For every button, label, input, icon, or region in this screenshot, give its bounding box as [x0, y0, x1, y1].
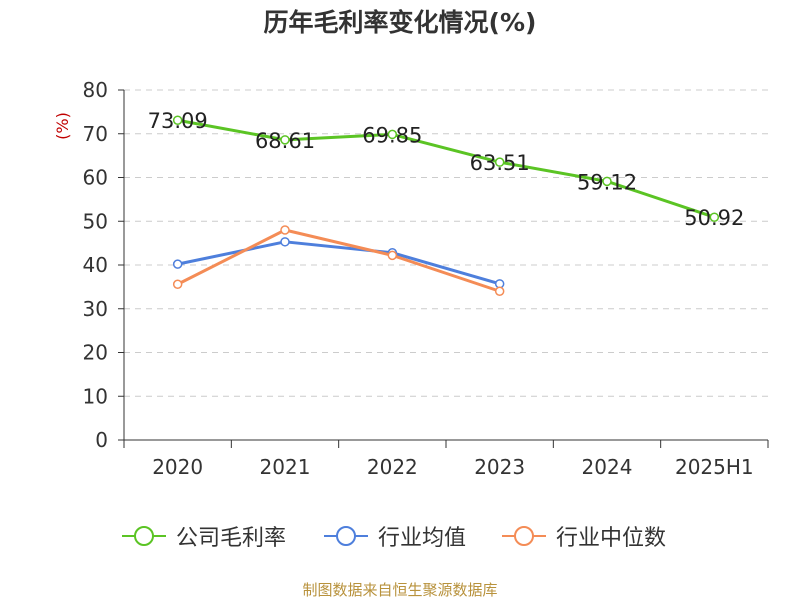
y-tick-label: 30 — [83, 297, 108, 321]
x-tick-label: 2022 — [367, 455, 418, 479]
series-line-1 — [177, 240, 501, 286]
data-point — [280, 225, 290, 235]
data-point — [602, 176, 612, 187]
data-point — [387, 129, 398, 140]
y-tick-label: 40 — [83, 253, 108, 277]
data-point — [280, 135, 290, 145]
x-tick-label: 2023 — [474, 455, 525, 479]
axes: 0 10 20 30 40 50 60 70 80 2020 2021 2022 2023 2024 202… — [83, 78, 769, 479]
data-labels: 73.09 68.61 69.85 63.51 59.12 50.92 — [148, 109, 745, 230]
data-point — [494, 157, 505, 167]
data-point — [172, 115, 183, 125]
legend-marker-company — [122, 526, 166, 546]
y-axis-label: (%) — [53, 112, 72, 140]
data-label: 59.12 — [577, 170, 637, 194]
data-label: 68.61 — [255, 129, 315, 153]
grid-lines — [124, 89, 768, 397]
x-tick-label: 2021 — [260, 455, 311, 479]
y-tick-label: 10 — [83, 384, 108, 408]
y-tick-label: 50 — [83, 209, 108, 233]
legend-item-company-margin[interactable]: 公司毛利率 — [120, 522, 287, 551]
data-label: 50.92 — [684, 206, 744, 230]
data-point — [387, 250, 398, 261]
chart-title: 历年毛利率变化情况(%) — [263, 8, 537, 37]
data-point — [280, 237, 290, 247]
x-tick-label: 2024 — [582, 455, 633, 479]
legend-label-industry-median: 行业中位数 — [556, 526, 667, 551]
y-tick-label: 0 — [95, 428, 108, 452]
data-label: 73.09 — [148, 109, 208, 133]
y-tick-label: 70 — [83, 122, 108, 146]
legend-label-company: 公司毛利率 — [176, 526, 287, 551]
legend-item-industry-median[interactable]: 行业中位数 — [500, 522, 667, 551]
data-label: 63.51 — [470, 151, 530, 175]
legend-marker-industry-median — [502, 526, 546, 546]
series-line-2 — [176, 228, 501, 293]
series-line-0 — [177, 118, 715, 219]
data-label: 69.85 — [362, 123, 422, 147]
x-tick-label: 2020 — [152, 455, 203, 479]
data-point — [494, 286, 505, 296]
data-source-note: 制图数据来自恒生聚源数据库 — [302, 581, 498, 599]
legend-label-industry-mean: 行业均值 — [378, 526, 467, 551]
legend-item-industry-mean[interactable]: 行业均值 — [322, 522, 467, 551]
series-lines — [172, 115, 720, 296]
y-tick-label: 80 — [83, 78, 108, 102]
legend-marker-industry-mean — [324, 526, 368, 546]
x-tick-label: 2025H1 — [675, 455, 754, 479]
data-point — [709, 212, 720, 222]
y-tick-label: 60 — [83, 166, 108, 190]
data-point — [172, 279, 183, 289]
data-point — [172, 259, 183, 269]
y-tick-label: 20 — [83, 341, 108, 365]
